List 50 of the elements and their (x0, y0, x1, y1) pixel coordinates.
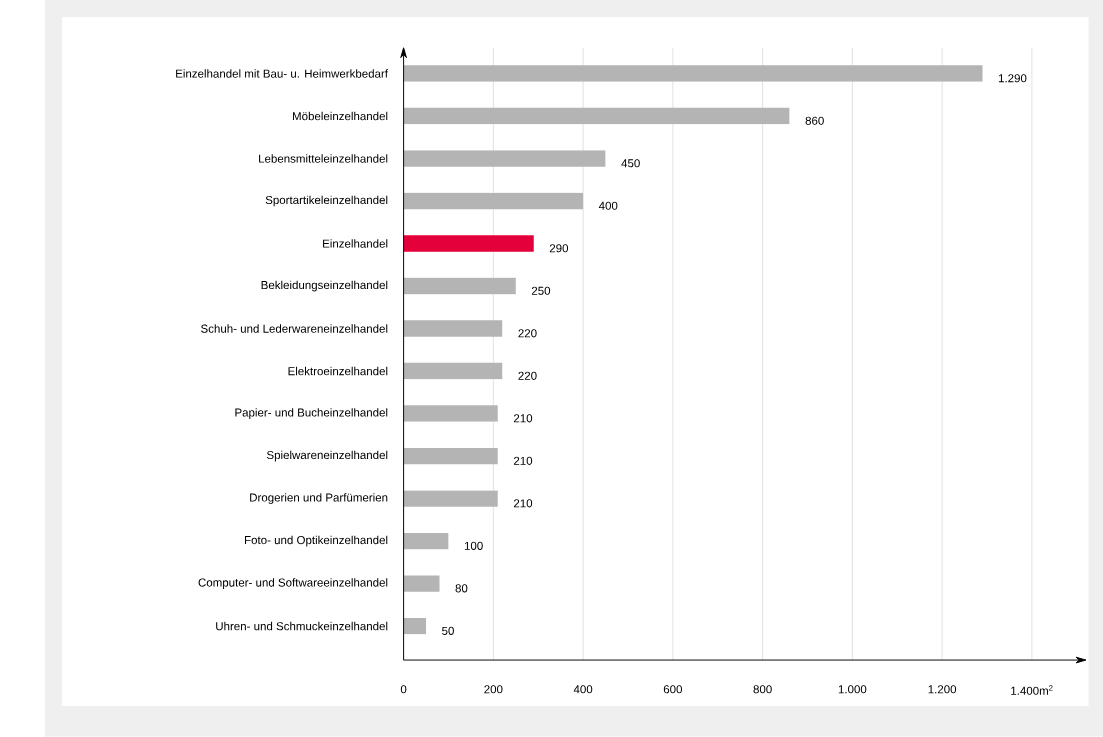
data-label: 290 (549, 244, 569, 253)
y-tick-label: Foto- und Optikeinzelhandel (245, 535, 388, 547)
y-tick-label: Drogerien und Parfümerien (250, 493, 388, 505)
data-label: 400 (598, 201, 618, 210)
data-label: 860 (805, 116, 824, 125)
bar (403, 447, 498, 465)
data-label: 220 (518, 329, 537, 338)
x-tick-label: 1.000 (838, 685, 867, 694)
data-label: 50 (442, 626, 454, 636)
y-tick-label: Lebensmitteleinzelhandel (259, 154, 388, 163)
bar (403, 532, 449, 550)
y-tick-label: Spielwareneinzelhandel (266, 450, 388, 462)
data-label: 450 (621, 159, 640, 168)
bar (403, 107, 790, 125)
bar (403, 65, 983, 82)
y-tick-label: Elektroeinzelhandel (288, 366, 388, 376)
y-tick-label: Einzelhandel mit Bau- u. Heimwerkbedarf (176, 69, 389, 78)
bar (403, 405, 498, 422)
x-tick-label: 400 (573, 685, 593, 694)
y-tick-label: Computer- und Softwareeinzelhandel (198, 578, 388, 590)
data-label: 210 (513, 456, 533, 465)
x-tick-label: 1.200 (928, 685, 957, 694)
data-label: 210 (513, 414, 533, 423)
x-tick-label: 0 (400, 685, 407, 694)
bar (403, 235, 534, 252)
bar (403, 150, 606, 167)
bar (403, 277, 516, 295)
x-tick-label: 1.400m$^{2}$ (1011, 685, 1053, 695)
y-tick-label: Schuh- und Lederwareneinzelhandel (201, 324, 388, 333)
y-tick-label: Möbeleinzelhandel (293, 111, 388, 121)
data-label: 250 (531, 286, 551, 295)
bar (403, 490, 498, 507)
bar (403, 320, 503, 337)
y-tick-label: Uhren- und Schmuckeinzelhandel (216, 621, 388, 631)
data-label: 80 (455, 584, 468, 593)
data-label: 210 (513, 499, 533, 508)
y-tick-label: Sportartikeleinzelhandel (265, 195, 388, 207)
x-tick-label: 600 (663, 685, 683, 694)
x-tick-label: 200 (484, 685, 503, 694)
y-tick-label: Bekleidungseinzelhandel (261, 280, 388, 292)
data-label: 220 (518, 371, 537, 380)
bar (403, 618, 427, 635)
data-label: 1.290 (998, 74, 1027, 83)
bar (403, 362, 503, 380)
bar (403, 192, 584, 210)
x-tick-label: 800 (753, 685, 772, 694)
data-label: 100 (464, 541, 483, 551)
bar (403, 575, 440, 592)
y-tick-label: Einzelhandel (323, 239, 388, 248)
y-tick-label: Papier- und Bucheinzelhandel (235, 408, 388, 419)
